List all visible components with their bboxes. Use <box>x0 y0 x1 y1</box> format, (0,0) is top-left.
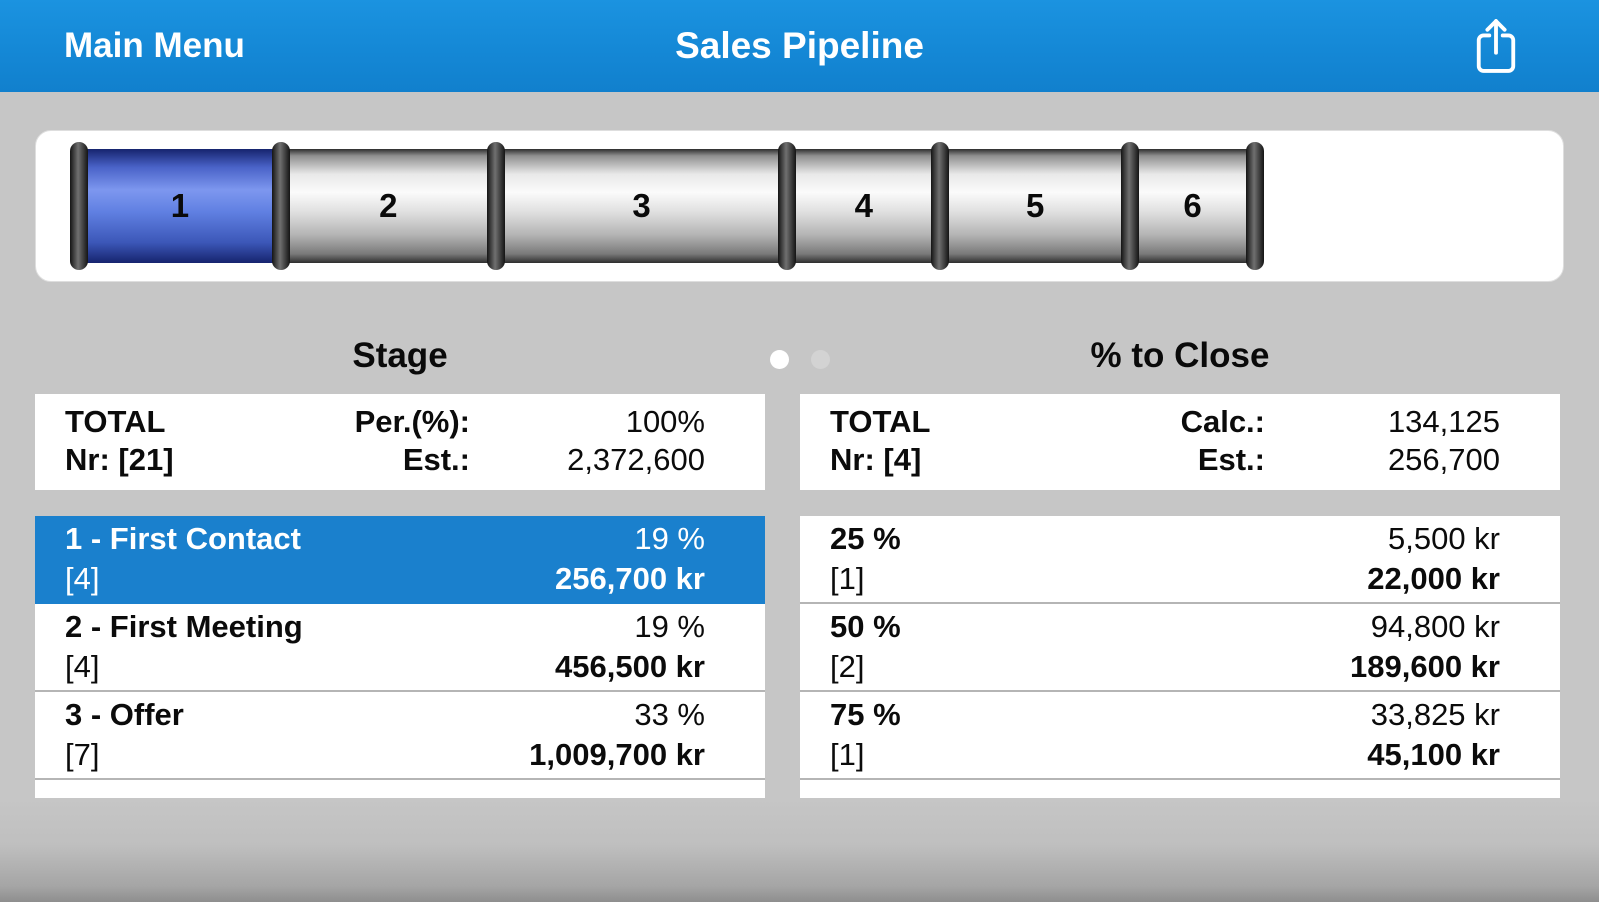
stage-total-nr: Nr: [21] <box>65 442 174 477</box>
pipeline-ring <box>70 142 88 270</box>
pipeline-ring <box>1121 142 1140 270</box>
close-total-col-label-2: Est.: <box>1197 442 1265 477</box>
pipeline-stage-label: 4 <box>854 187 874 224</box>
close-amount: 45,100 kr <box>1367 737 1500 772</box>
close-total-nr: Nr: [4] <box>830 442 922 477</box>
close-rows: 25 % 5,500 kr [1] 22,000 kr 50 % 94,800 … <box>800 516 1560 798</box>
close-total-col-value-1: 134,125 <box>1387 404 1500 439</box>
pipeline-card: 1 2 3 4 5 6 <box>35 130 1564 282</box>
stage-total-col-value-1: 100% <box>625 404 705 439</box>
close-row-2[interactable]: 50 % 94,800 kr [2] 189,600 kr <box>800 604 1560 692</box>
pipeline-tube: 1 2 3 4 5 6 <box>70 142 1264 270</box>
close-name: 25 % <box>830 521 901 556</box>
stage-total-col-label-1: Per.(%): <box>354 404 470 439</box>
stage-count: [4] <box>65 649 100 684</box>
stage-total-col-value-2: 2,372,600 <box>567 442 705 477</box>
pipeline-stage-1[interactable]: 1 <box>70 142 281 270</box>
pipeline-stage-3[interactable]: 3 <box>486 142 788 270</box>
stage-total-col-label-2: Est.: <box>402 442 470 477</box>
column-headers: Stage % to Close <box>0 330 1599 394</box>
stage-name: 2 - First Meeting <box>65 609 303 644</box>
close-amount: 189,600 kr <box>1350 649 1500 684</box>
close-name: 75 % <box>830 697 901 732</box>
pipeline-ring <box>1246 142 1264 270</box>
stage-row-1[interactable]: 1 - First Contact 19 % [4] 256,700 kr <box>35 516 765 604</box>
pipeline-stage-label: 6 <box>1183 187 1202 224</box>
pipeline-stage-2[interactable]: 2 <box>271 142 496 270</box>
stage-panel: TOTAL Per.(%): 100% Nr: [21] Est.: 2,372… <box>35 394 765 798</box>
stage-count: [4] <box>65 561 100 596</box>
close-count: [2] <box>830 649 865 684</box>
close-row-1[interactable]: 25 % 5,500 kr [1] 22,000 kr <box>800 516 1560 604</box>
close-row-3[interactable]: 75 % 33,825 kr [1] 45,100 kr <box>800 692 1560 780</box>
share-button[interactable] <box>1473 16 1519 76</box>
back-button-main-menu[interactable]: Main Menu <box>64 26 245 65</box>
stage-percent: 19 % <box>634 609 705 644</box>
stage-amount: 1,009,700 kr <box>529 737 705 772</box>
pipeline-ring <box>271 142 290 270</box>
stage-total-label: TOTAL <box>65 404 166 439</box>
stage-rows: 1 - First Contact 19 % [4] 256,700 kr 2 … <box>35 516 765 798</box>
close-calc: 33,825 kr <box>1370 697 1500 732</box>
pipeline-ring <box>778 142 797 270</box>
stage-percent: 33 % <box>634 697 705 732</box>
stage-name: 3 - Offer <box>65 697 184 732</box>
tables-region: TOTAL Per.(%): 100% Nr: [21] Est.: 2,372… <box>0 394 1599 798</box>
pipeline-stage-label: 3 <box>632 187 651 224</box>
pipeline-ring <box>486 142 505 270</box>
pipeline-stage-label: 2 <box>379 187 398 224</box>
stage-row-2[interactable]: 2 - First Meeting 19 % [4] 456,500 kr <box>35 604 765 692</box>
stage-count: [7] <box>65 737 100 772</box>
nav-bar: Main Menu Sales Pipeline <box>0 0 1599 92</box>
close-total-card: TOTAL Calc.: 134,125 Nr: [4] Est.: 256,7… <box>800 394 1560 490</box>
stage-row-3[interactable]: 3 - Offer 33 % [7] 1,009,700 kr <box>35 692 765 780</box>
close-total-col-value-2: 256,700 <box>1387 442 1500 477</box>
stage-row-4[interactable]: 4 - Close 10 % <box>35 780 765 798</box>
close-calc: 5,500 kr <box>1387 521 1500 556</box>
stage-amount: 256,700 kr <box>555 561 705 596</box>
close-column-title: % to Close <box>1090 336 1270 375</box>
pipeline-stage-6[interactable]: 6 <box>1121 142 1255 270</box>
close-count: [1] <box>830 737 865 772</box>
close-calc: 94,800 kr <box>1370 609 1500 644</box>
page-indicator <box>0 350 1599 369</box>
stage-amount: 456,500 kr <box>555 649 705 684</box>
close-name: 50 % <box>830 609 901 644</box>
close-count: [1] <box>830 561 865 596</box>
stage-total-card: TOTAL Per.(%): 100% Nr: [21] Est.: 2,372… <box>35 394 765 490</box>
close-amount: 22,000 kr <box>1367 561 1500 596</box>
pipeline-stage-4[interactable]: 4 <box>778 142 941 270</box>
bottom-strip <box>0 798 1599 902</box>
stage-name: 1 - First Contact <box>65 521 301 556</box>
pipeline-stage-label: 5 <box>1025 187 1045 224</box>
stage-percent: 19 % <box>634 521 705 556</box>
close-total-col-label-1: Calc.: <box>1180 404 1265 439</box>
share-icon <box>1476 19 1516 73</box>
page-dot-2[interactable] <box>810 350 830 369</box>
stage-column-title: Stage <box>352 336 448 375</box>
pipeline-stage-label: 1 <box>170 187 190 224</box>
close-panel: TOTAL Calc.: 134,125 Nr: [4] Est.: 256,7… <box>800 394 1560 798</box>
page-dot-1[interactable] <box>769 350 789 369</box>
page-title: Sales Pipeline <box>675 25 924 66</box>
close-row-4[interactable]: 100 % 0 kr <box>800 780 1560 798</box>
pipeline-ring <box>931 142 950 270</box>
pipeline-stage-5[interactable]: 5 <box>931 142 1131 270</box>
close-total-label: TOTAL <box>830 404 931 439</box>
